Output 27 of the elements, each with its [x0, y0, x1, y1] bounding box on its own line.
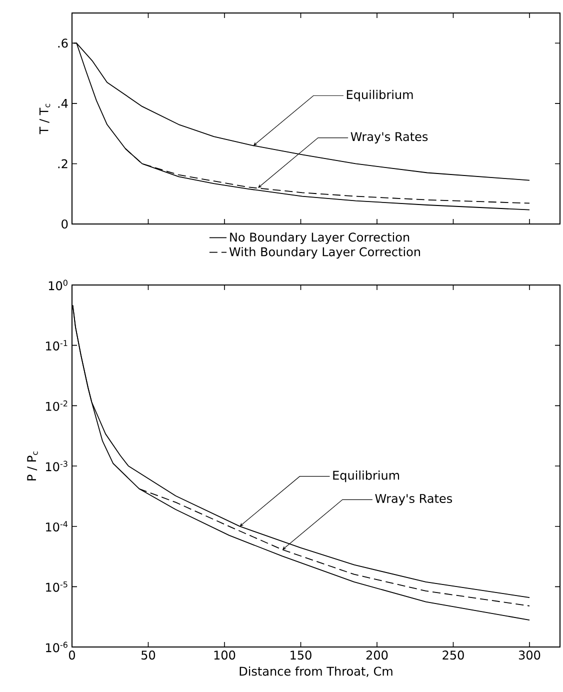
annotation: Equilibrium	[333, 470, 400, 482]
y-tick-label: 10$^{-5}$	[46, 581, 68, 592]
annotation: Equilibrium	[346, 90, 413, 102]
annotation: Wray's Rates	[350, 132, 428, 144]
y-tick-label: 10$^{-6}$	[46, 642, 68, 652]
x-tick-label: 300	[518, 650, 540, 660]
x-tick-label: 0	[68, 650, 76, 660]
y-tick-label: 10$^{0}$	[48, 280, 68, 290]
y-tick-label: 10$^{-4}$	[46, 521, 68, 532]
legend-label: With Boundary Layer Correction	[229, 247, 420, 259]
x-tick-label: 50	[142, 650, 156, 660]
x-axis-title: Distance from Throat, Cm	[240, 666, 392, 677]
y-tick-label: 10$^{-1}$	[46, 340, 68, 351]
x-tick-label: 250	[442, 650, 464, 660]
y-axis-title: P / P$_{c}$	[27, 451, 38, 480]
annotation: Wray's Rates	[375, 494, 452, 506]
y-axis-title: T / T$_{c}$	[39, 104, 50, 134]
legend-label: No Boundary Layer Correction	[230, 232, 410, 244]
y-tick-label: .2	[58, 159, 68, 168]
y-tick-label: .6	[58, 38, 68, 48]
y-tick-label: 10$^{-2}$	[46, 400, 68, 411]
y-tick-label: 0	[62, 219, 68, 229]
y-tick-label: .4	[58, 99, 68, 108]
x-tick-label: 100	[214, 650, 236, 660]
x-tick-label: 200	[366, 650, 388, 660]
y-tick-label: 10$^{-3}$	[46, 460, 68, 472]
x-tick-label: 150	[290, 650, 312, 660]
